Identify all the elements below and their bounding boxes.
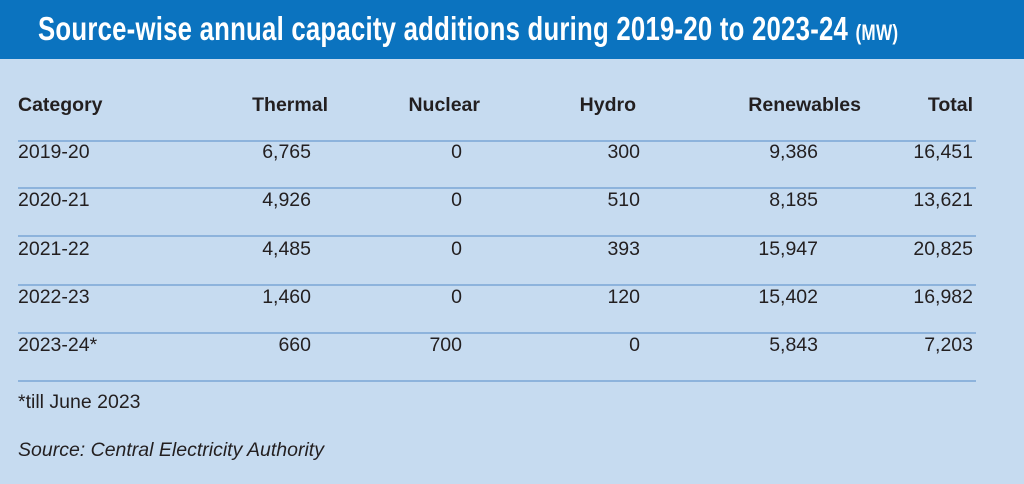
cell-thermal: 6,765: [262, 141, 311, 163]
title-bar: Source-wise annual capacity additions du…: [0, 0, 1024, 59]
table-row: 2022-23 1,460 0 120 15,402 16,982: [18, 286, 976, 334]
row-divider: [18, 235, 976, 238]
unit-label: (MW): [855, 20, 899, 45]
header-row: Category Thermal Nuclear Hydro Renewables Tot…: [18, 94, 976, 142]
cell-thermal: 1,460: [262, 285, 311, 308]
cell-total: 16,982: [913, 285, 973, 308]
row-divider: [18, 380, 976, 383]
cell-renewables: 15,947: [758, 237, 818, 260]
column-header-renewables: Renewables: [748, 94, 861, 116]
column-header-thermal: Thermal: [252, 94, 328, 116]
cell-nuclear: 0: [451, 237, 462, 260]
cell-total: 7,203: [924, 334, 973, 357]
cell-renewables: 9,386: [769, 141, 818, 163]
cell-hydro: 0: [629, 334, 640, 357]
cell-category: 2021-22: [18, 237, 90, 260]
column-header-total: Total: [927, 94, 973, 116]
cell-nuclear: 0: [451, 141, 462, 163]
source-note: Source: Central Electricity Authority: [18, 439, 324, 461]
cell-thermal: 660: [278, 334, 311, 357]
cell-category: 2023-24*: [18, 334, 98, 357]
cell-thermal: 4,485: [262, 237, 311, 260]
cell-total: 16,451: [913, 141, 973, 163]
table-row: 2020-21 4,926 0 510 8,185 13,621: [18, 189, 976, 238]
column-header-category: Category: [18, 94, 103, 116]
cell-nuclear: 0: [451, 189, 462, 212]
table-row: 2021-22 4,485 0 393 15,947 20,825: [18, 238, 976, 286]
cell-total: 20,825: [913, 237, 973, 260]
column-header-nuclear: Nuclear: [408, 94, 480, 116]
table-title: Source-wise annual capacity additions du…: [38, 10, 898, 48]
row-divider: [18, 140, 976, 142]
row-divider: [18, 331, 976, 334]
cell-hydro: 120: [607, 285, 640, 308]
row-divider: [18, 283, 976, 286]
cell-category: 2020-21: [18, 189, 90, 212]
cell-renewables: 5,843: [769, 334, 818, 357]
cell-nuclear: 0: [451, 285, 462, 308]
cell-renewables: 15,402: [758, 285, 818, 308]
cell-hydro: 510: [607, 189, 640, 212]
title-text: Source-wise annual capacity additions du…: [38, 10, 849, 47]
row-divider: [18, 187, 976, 189]
cell-thermal: 4,926: [262, 189, 311, 212]
column-header-hydro: Hydro: [579, 94, 636, 116]
cell-category: 2022-23: [18, 285, 90, 308]
cell-renewables: 8,185: [769, 189, 818, 212]
cell-category: 2019-20: [18, 141, 90, 163]
cell-nuclear: 700: [429, 334, 462, 357]
cell-total: 13,621: [913, 189, 973, 212]
table-row: 2023-24* 660 700 0 5,843 7,203: [18, 334, 976, 383]
cell-hydro: 393: [607, 237, 640, 260]
footnote: *till June 2023: [18, 391, 141, 413]
cell-hydro: 300: [607, 141, 640, 163]
table-row: 2019-20 6,765 0 300 9,386 16,451: [18, 141, 976, 189]
